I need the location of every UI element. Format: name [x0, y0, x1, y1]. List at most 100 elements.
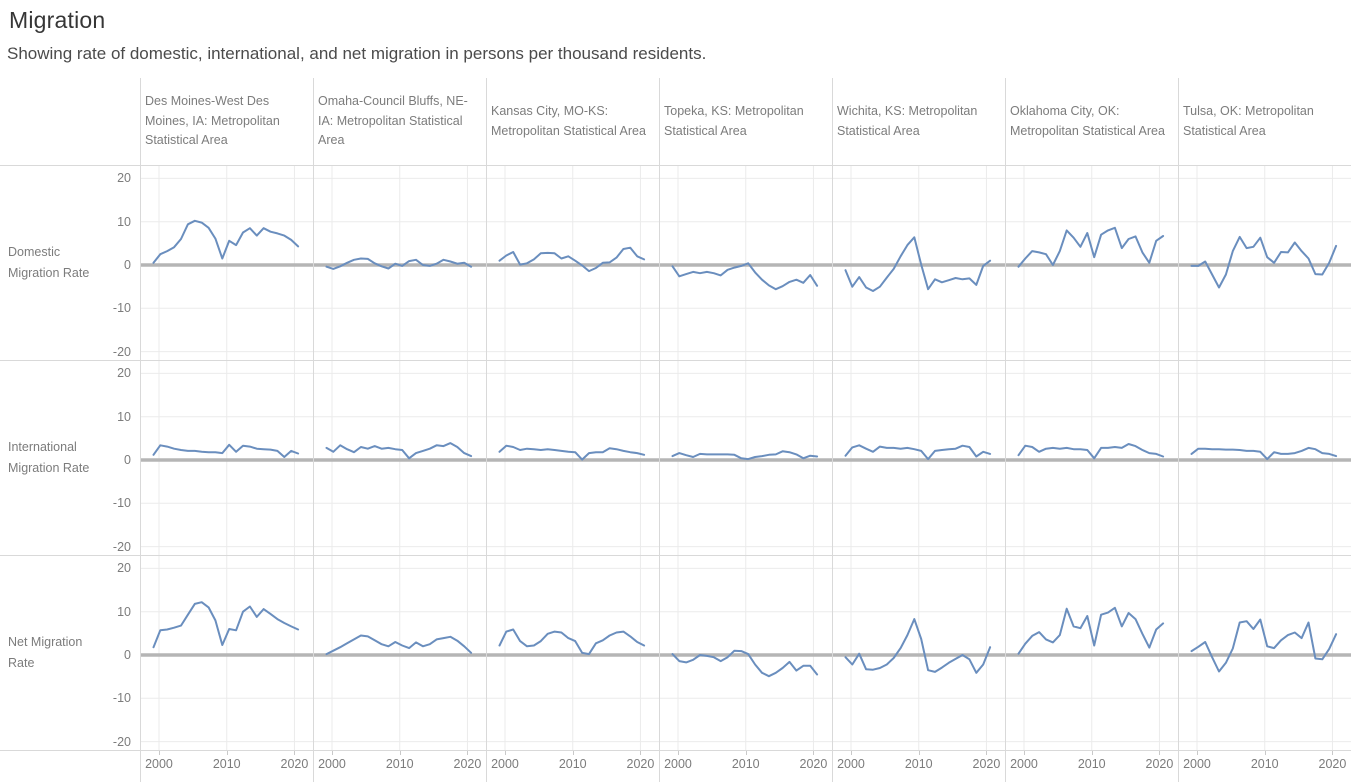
- migration-line-mark[interactable]: [1017, 226, 1165, 268]
- panel-net-col5[interactable]: [832, 555, 1006, 751]
- x-axis-tick-mark: [572, 751, 574, 755]
- y-axis-tick-label: 0: [124, 258, 131, 272]
- panel-international-col3[interactable]: [486, 360, 660, 556]
- x-axis-tick-label: 2000: [491, 757, 519, 771]
- x-axis-tick-mark: [813, 751, 815, 755]
- y-axis-tick-label: 10: [117, 214, 131, 229]
- panel-net-col4[interactable]: [659, 555, 833, 751]
- x-axis-tick-mark: [640, 751, 642, 755]
- migration-line-mark[interactable]: [671, 450, 819, 461]
- facet-grid: Des Moines-West Des Moines, IA: Metropol…: [0, 78, 1351, 782]
- x-axis-tick-mark: [467, 751, 469, 755]
- column-header-3: Kansas City, MO-KS: Metropolitan Statist…: [486, 78, 659, 165]
- chart-net-col5: [833, 556, 1006, 751]
- y-axis-tick-label: 10: [117, 604, 131, 619]
- panel-international-col1[interactable]: [140, 360, 314, 556]
- chart-net-col4: [660, 556, 833, 751]
- column-header-5: Wichita, KS: Metropolitan Statistical Ar…: [832, 78, 1005, 165]
- migration-line-mark[interactable]: [152, 601, 300, 649]
- migration-line-mark[interactable]: [844, 444, 992, 461]
- chart-net-col6: [1006, 556, 1179, 751]
- chart-international-col5: [833, 361, 1006, 556]
- panel-domestic-col2[interactable]: [313, 165, 487, 361]
- x-axis-tick-label: 2010: [385, 757, 414, 771]
- x-axis-tick-label: 2000: [145, 757, 173, 771]
- panel-net-col6[interactable]: [1005, 555, 1179, 751]
- x-axis-tick-label: 2010: [904, 757, 933, 771]
- chart-international-col4: [660, 361, 833, 556]
- y-axis-tick-label: -10: [112, 301, 131, 316]
- x-axis-tick-label: 2020: [626, 757, 655, 771]
- migration-line-mark[interactable]: [1017, 606, 1165, 655]
- panel-domestic-col5[interactable]: [832, 165, 1006, 361]
- migration-line-mark[interactable]: [152, 443, 300, 458]
- chart-domestic-col4: [660, 166, 833, 361]
- panel-net-col7[interactable]: [1178, 555, 1351, 751]
- y-axis-tick-label: 20: [117, 171, 131, 186]
- migration-line-mark[interactable]: [844, 618, 992, 674]
- row-gutter-domestic: Domestic Migration Rate 20 10 0 -10 -20: [0, 165, 140, 360]
- x-axis-gutter: [0, 750, 140, 782]
- panel-domestic-col3[interactable]: [486, 165, 660, 361]
- panel-domestic-col7[interactable]: [1178, 165, 1351, 361]
- panel-international-col4[interactable]: [659, 360, 833, 556]
- panel-international-col2[interactable]: [313, 360, 487, 556]
- y-axis-tick-label: 10: [117, 409, 131, 424]
- panel-international-col7[interactable]: [1178, 360, 1351, 556]
- x-axis-tick-label: 2010: [731, 757, 760, 771]
- migration-line-mark[interactable]: [498, 246, 646, 273]
- row-gutter-net: Net Migration Rate 20 10 0 -10 -20: [0, 555, 140, 750]
- panel-domestic-col4[interactable]: [659, 165, 833, 361]
- migration-line-mark[interactable]: [325, 257, 473, 270]
- x-axis-tick-mark: [1332, 751, 1334, 755]
- x-axis-tick-label: 2020: [972, 757, 1001, 771]
- x-axis-col4: 2000 2010 2020: [659, 750, 832, 782]
- x-axis-col6: 2000 2010 2020: [1005, 750, 1178, 782]
- x-axis-tick-label: 2000: [664, 757, 692, 771]
- x-axis-tick-mark: [294, 751, 296, 755]
- column-header-label: Tulsa, OK: Metropolitan Statistical Area: [1183, 103, 1314, 138]
- panel-net-col2[interactable]: [313, 555, 487, 751]
- row-label-net: Net Migration Rate: [8, 634, 83, 670]
- migration-line-mark[interactable]: [152, 219, 300, 264]
- column-header-label: Wichita, KS: Metropolitan Statistical Ar…: [837, 103, 978, 138]
- chart-international-col1: [141, 361, 314, 556]
- migration-line-mark[interactable]: [1190, 618, 1338, 673]
- page-subtitle: Showing rate of domestic, international,…: [7, 44, 707, 63]
- x-axis-col1: 2000 2010 2020: [140, 750, 313, 782]
- x-axis-tick-mark: [850, 751, 852, 755]
- x-axis-tick-mark: [1091, 751, 1093, 755]
- chart-domestic-col1: [141, 166, 314, 361]
- panel-domestic-col6[interactable]: [1005, 165, 1179, 361]
- migration-line-mark[interactable]: [844, 236, 992, 292]
- x-axis-tick-label: 2010: [1250, 757, 1279, 771]
- x-axis-tick-mark: [1264, 751, 1266, 755]
- chart-international-col3: [487, 361, 660, 556]
- x-axis-col2: 2000 2010 2020: [313, 750, 486, 782]
- panel-international-col6[interactable]: [1005, 360, 1179, 556]
- panel-international-col5[interactable]: [832, 360, 1006, 556]
- migration-line-mark[interactable]: [671, 649, 819, 678]
- panel-net-col3[interactable]: [486, 555, 660, 751]
- panel-net-col1[interactable]: [140, 555, 314, 751]
- grid-corner: [0, 78, 140, 165]
- row-gutter-international: International Migration Rate 20 10 0 -10 -20: [0, 360, 140, 555]
- column-header-4: Topeka, KS: Metropolitan Statistical Are…: [659, 78, 832, 165]
- migration-line-mark[interactable]: [1017, 443, 1165, 460]
- column-header-label: Kansas City, MO-KS: Metropolitan Statist…: [491, 103, 646, 138]
- column-header-6: Oklahoma City, OK: Metropolitan Statisti…: [1005, 78, 1178, 165]
- migration-line-mark[interactable]: [1190, 235, 1338, 289]
- migration-line-mark[interactable]: [498, 628, 646, 656]
- chart-net-col2: [314, 556, 487, 751]
- chart-international-col2: [314, 361, 487, 556]
- x-axis-tick-mark: [1196, 751, 1198, 755]
- chart-domestic-col2: [314, 166, 487, 361]
- panel-domestic-col1[interactable]: [140, 165, 314, 361]
- migration-line-mark[interactable]: [325, 442, 473, 460]
- migration-line-mark[interactable]: [325, 634, 473, 656]
- migration-line-mark[interactable]: [1190, 446, 1338, 461]
- migration-line-mark[interactable]: [498, 444, 646, 461]
- x-axis-tick-mark: [677, 751, 679, 755]
- migration-line-mark[interactable]: [671, 262, 819, 291]
- x-axis-tick-label: 2000: [318, 757, 346, 771]
